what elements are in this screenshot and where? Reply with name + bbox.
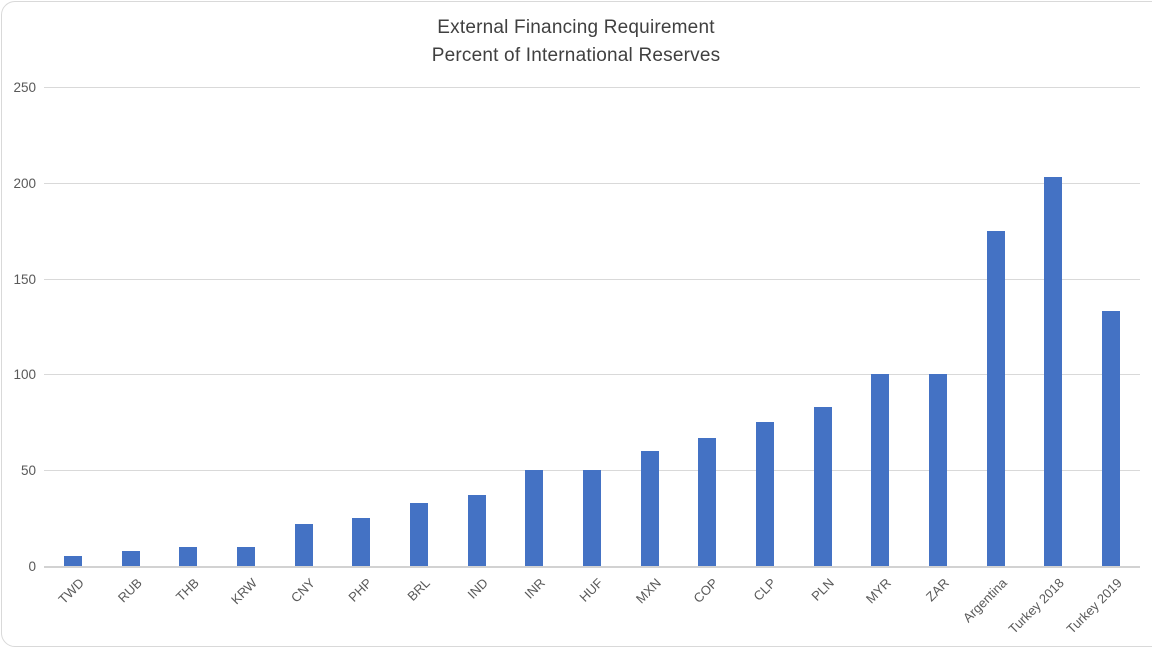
y-tick-label-250: 250 [13, 80, 36, 95]
chart-title-line2: Percent of International Reserves [431, 45, 721, 66]
gridline-200 [44, 183, 1140, 184]
bar-clp [756, 422, 774, 566]
bar-zar [929, 374, 947, 566]
chart-title: External Financing Requirement Percent o… [0, 14, 1152, 70]
bar-inr [525, 470, 543, 566]
y-tick-label-50: 50 [20, 463, 36, 478]
gridline-100 [44, 374, 1140, 375]
bar-krw [237, 547, 255, 566]
bar-php [352, 518, 370, 566]
gridline-150 [44, 279, 1140, 280]
y-tick-label-200: 200 [13, 176, 36, 191]
bar-cop [698, 438, 716, 566]
bar-pln [814, 407, 832, 566]
bar-thb [179, 547, 197, 566]
bar-myr [871, 374, 889, 566]
y-tick-label-100: 100 [13, 367, 36, 382]
x-axis-line [44, 566, 1140, 568]
bar-turkey-2019 [1102, 311, 1120, 566]
bar-brl [410, 503, 428, 566]
bar-ind [468, 495, 486, 566]
chart-title-line1: External Financing Requirement [437, 17, 715, 38]
bar-mxn [641, 451, 659, 566]
bar-turkey-2018 [1044, 177, 1062, 566]
bar-cny [295, 524, 313, 566]
y-tick-label-0: 0 [28, 559, 36, 574]
gridline-250 [44, 87, 1140, 88]
y-tick-label-150: 150 [13, 272, 36, 287]
bar-argentina [987, 231, 1005, 566]
bar-huf [583, 470, 601, 566]
bar-rub [122, 551, 140, 566]
bar-twd [64, 556, 82, 566]
